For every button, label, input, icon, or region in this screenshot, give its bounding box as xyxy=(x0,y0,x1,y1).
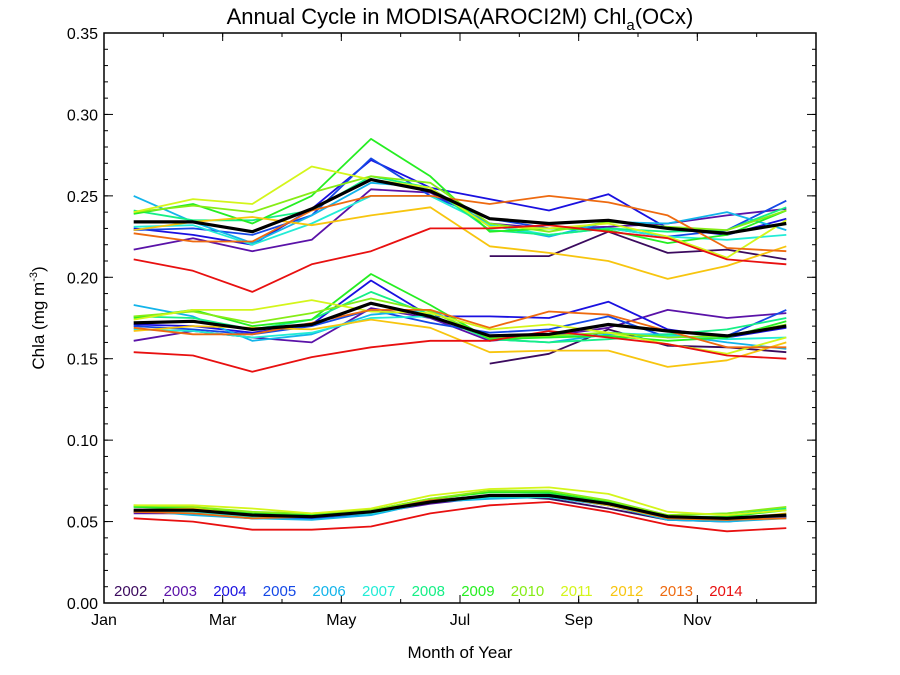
y-tick-label: 0.10 xyxy=(67,433,98,450)
x-tick-label: Nov xyxy=(683,612,711,629)
y-tick-label: 0.20 xyxy=(67,270,98,287)
series-line-2011-lower xyxy=(133,486,787,516)
legend-item-2010: 2010 xyxy=(511,583,544,600)
y-tick-label: 0.30 xyxy=(67,107,98,124)
x-tick-label: Mar xyxy=(209,612,237,629)
y-axis-label: Chla (mg m-3) xyxy=(28,266,48,369)
series-line-2012-upper xyxy=(133,206,787,280)
series-line-2014-upper xyxy=(133,224,787,293)
climatology-line-middle xyxy=(133,301,787,338)
x-tick-label: May xyxy=(326,612,356,629)
legend-item-2008: 2008 xyxy=(412,583,445,600)
y-tick-label: 0.15 xyxy=(67,352,98,369)
legend-item-2014: 2014 xyxy=(709,583,742,600)
series-layer xyxy=(133,138,787,533)
legend-item-2009: 2009 xyxy=(461,583,494,600)
series-line-2010-lower xyxy=(133,489,787,516)
legend-item-2003: 2003 xyxy=(164,583,197,600)
plot-frame xyxy=(103,32,817,604)
legend-item-2004: 2004 xyxy=(213,583,246,600)
series-line-2014-middle xyxy=(133,330,787,373)
chart-title: Annual Cycle in MODISA(AROCI2M) Chla(OCx… xyxy=(227,4,694,34)
climatology-line-lower xyxy=(133,493,787,520)
legend-item-2011: 2011 xyxy=(560,583,592,600)
y-tick-label: 0.00 xyxy=(67,596,98,613)
series-line-2013-upper xyxy=(133,195,787,253)
legend-item-2002: 2002 xyxy=(114,583,147,600)
legend-item-2006: 2006 xyxy=(312,583,345,600)
climatology-line-upper xyxy=(133,178,787,235)
series-line-2014-lower xyxy=(133,501,787,533)
series-line-2011-upper xyxy=(133,165,787,259)
legend-item-2005: 2005 xyxy=(263,583,296,600)
x-tick-label: Jan xyxy=(91,612,117,629)
legend-item-2012: 2012 xyxy=(610,583,643,600)
y-tick-label: 0.05 xyxy=(67,515,98,532)
legend: 2002 2003 2004 2005 2006 2007 2008 2009 2010 2011… xyxy=(114,583,743,600)
x-axis-label: Month of Year xyxy=(408,643,513,662)
legend-item-2013: 2013 xyxy=(660,583,693,600)
x-tick-label: Sep xyxy=(564,612,593,629)
series-line-2013-middle xyxy=(133,309,787,349)
x-tick-label: Jul xyxy=(450,612,470,629)
y-tick-label: 0.35 xyxy=(67,26,98,43)
legend-item-2007: 2007 xyxy=(362,583,395,600)
y-tick-label: 0.25 xyxy=(67,189,98,206)
